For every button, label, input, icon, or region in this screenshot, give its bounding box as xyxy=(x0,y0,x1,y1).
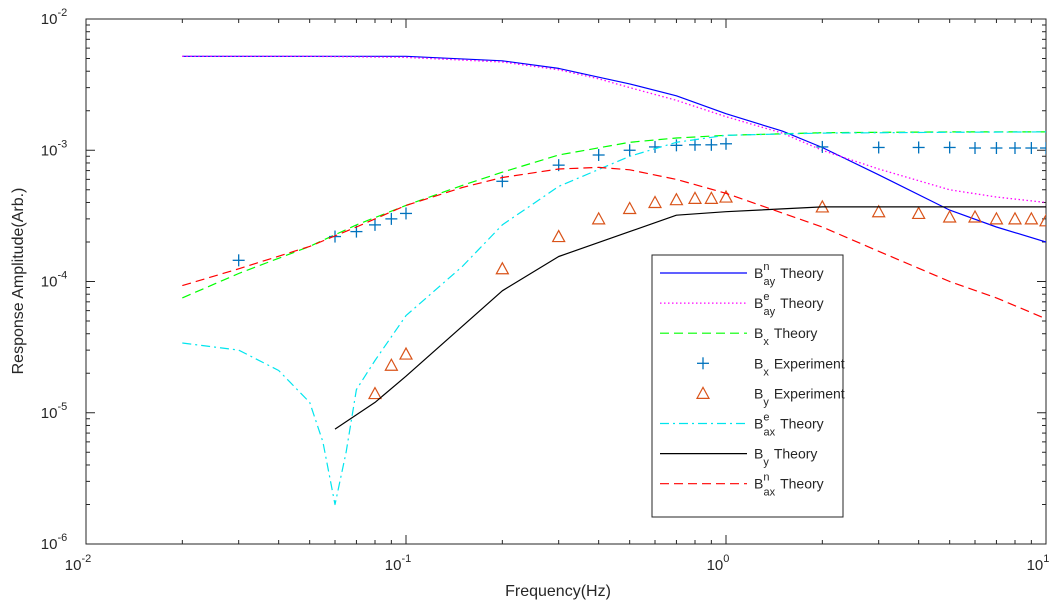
data-point-plus xyxy=(720,137,732,150)
series-line xyxy=(334,206,1046,430)
data-point-triangle xyxy=(718,189,734,203)
series-line xyxy=(182,166,1046,320)
data-point-plus xyxy=(368,218,381,231)
data-point-plus xyxy=(385,212,398,225)
data-point-plus xyxy=(1008,142,1021,155)
data-point-triangle xyxy=(384,358,399,371)
series-8 xyxy=(182,166,1046,320)
legend-label: ByExperiment xyxy=(754,385,845,408)
y-axis-label: Response Amplitude(Arb.) xyxy=(10,188,27,375)
data-point-triangle xyxy=(942,209,957,223)
data-point-triangle xyxy=(1007,211,1022,225)
data-point-plus xyxy=(688,138,701,151)
series-line xyxy=(182,55,1046,243)
legend-entry: BxExperiment xyxy=(697,355,845,378)
data-point-triangle xyxy=(622,201,637,215)
data-point-triangle xyxy=(669,192,684,206)
data-point-triangle xyxy=(1024,211,1039,225)
legend-label: BxExperiment xyxy=(754,355,845,378)
data-point-plus xyxy=(1025,142,1038,155)
data-point-triangle xyxy=(495,261,510,275)
data-point-plus xyxy=(670,139,683,152)
legend-entry: Bn ayTheory xyxy=(660,261,824,288)
data-point-plus xyxy=(592,149,605,162)
data-point-plus xyxy=(912,141,925,154)
data-point-triangle xyxy=(1038,213,1046,227)
data-point-triangle xyxy=(591,211,606,225)
legend-marker-triangle xyxy=(695,386,711,399)
data-point-triangle xyxy=(647,195,663,209)
data-point-triangle xyxy=(871,204,886,218)
series-line xyxy=(182,131,1046,506)
series-4 xyxy=(232,137,1046,267)
legend-entry: Be ayTheory xyxy=(660,291,824,318)
legend-label: ByTheory xyxy=(754,446,817,469)
data-point-triangle xyxy=(989,211,1004,225)
data-point-triangle xyxy=(398,346,414,360)
legend-entry: ByTheory xyxy=(660,446,817,469)
data-point-triangle xyxy=(704,191,719,204)
legend-label: Be axTheory xyxy=(754,412,824,439)
legend-entry: Bn axTheory xyxy=(660,472,824,499)
data-point-plus xyxy=(1040,142,1046,155)
series-6 xyxy=(182,131,1046,506)
legend-label: BxTheory xyxy=(754,325,817,348)
legend-entry: ByExperiment xyxy=(695,385,845,408)
legend-box xyxy=(651,254,844,518)
series-5 xyxy=(367,189,1046,400)
x-axis-label: Frequency(Hz) xyxy=(505,583,611,600)
data-point-triangle xyxy=(967,209,983,223)
legend-marker-plus xyxy=(697,357,709,370)
data-point-plus xyxy=(329,230,342,243)
legend-label: Be ayTheory xyxy=(754,291,824,318)
data-point-triangle xyxy=(551,229,566,243)
legend-entry: Be axTheory xyxy=(660,412,824,439)
data-point-plus xyxy=(623,144,636,157)
data-point-plus xyxy=(816,140,829,153)
legend-label: Bn ayTheory xyxy=(754,261,824,288)
data-point-triangle xyxy=(911,206,926,220)
data-point-plus xyxy=(400,207,412,220)
legend-label: Bn axTheory xyxy=(754,472,824,499)
data-point-plus xyxy=(990,142,1003,155)
series-7 xyxy=(334,206,1046,430)
data-point-triangle xyxy=(367,386,382,400)
data-point-plus xyxy=(232,254,245,267)
legend-entry: BxTheory xyxy=(660,325,817,348)
data-point-plus xyxy=(969,142,982,155)
data-point-plus xyxy=(872,141,885,154)
data-point-plus xyxy=(943,141,956,154)
data-point-triangle xyxy=(687,191,702,204)
data-point-plus xyxy=(705,138,718,151)
series-1 xyxy=(182,55,1046,243)
